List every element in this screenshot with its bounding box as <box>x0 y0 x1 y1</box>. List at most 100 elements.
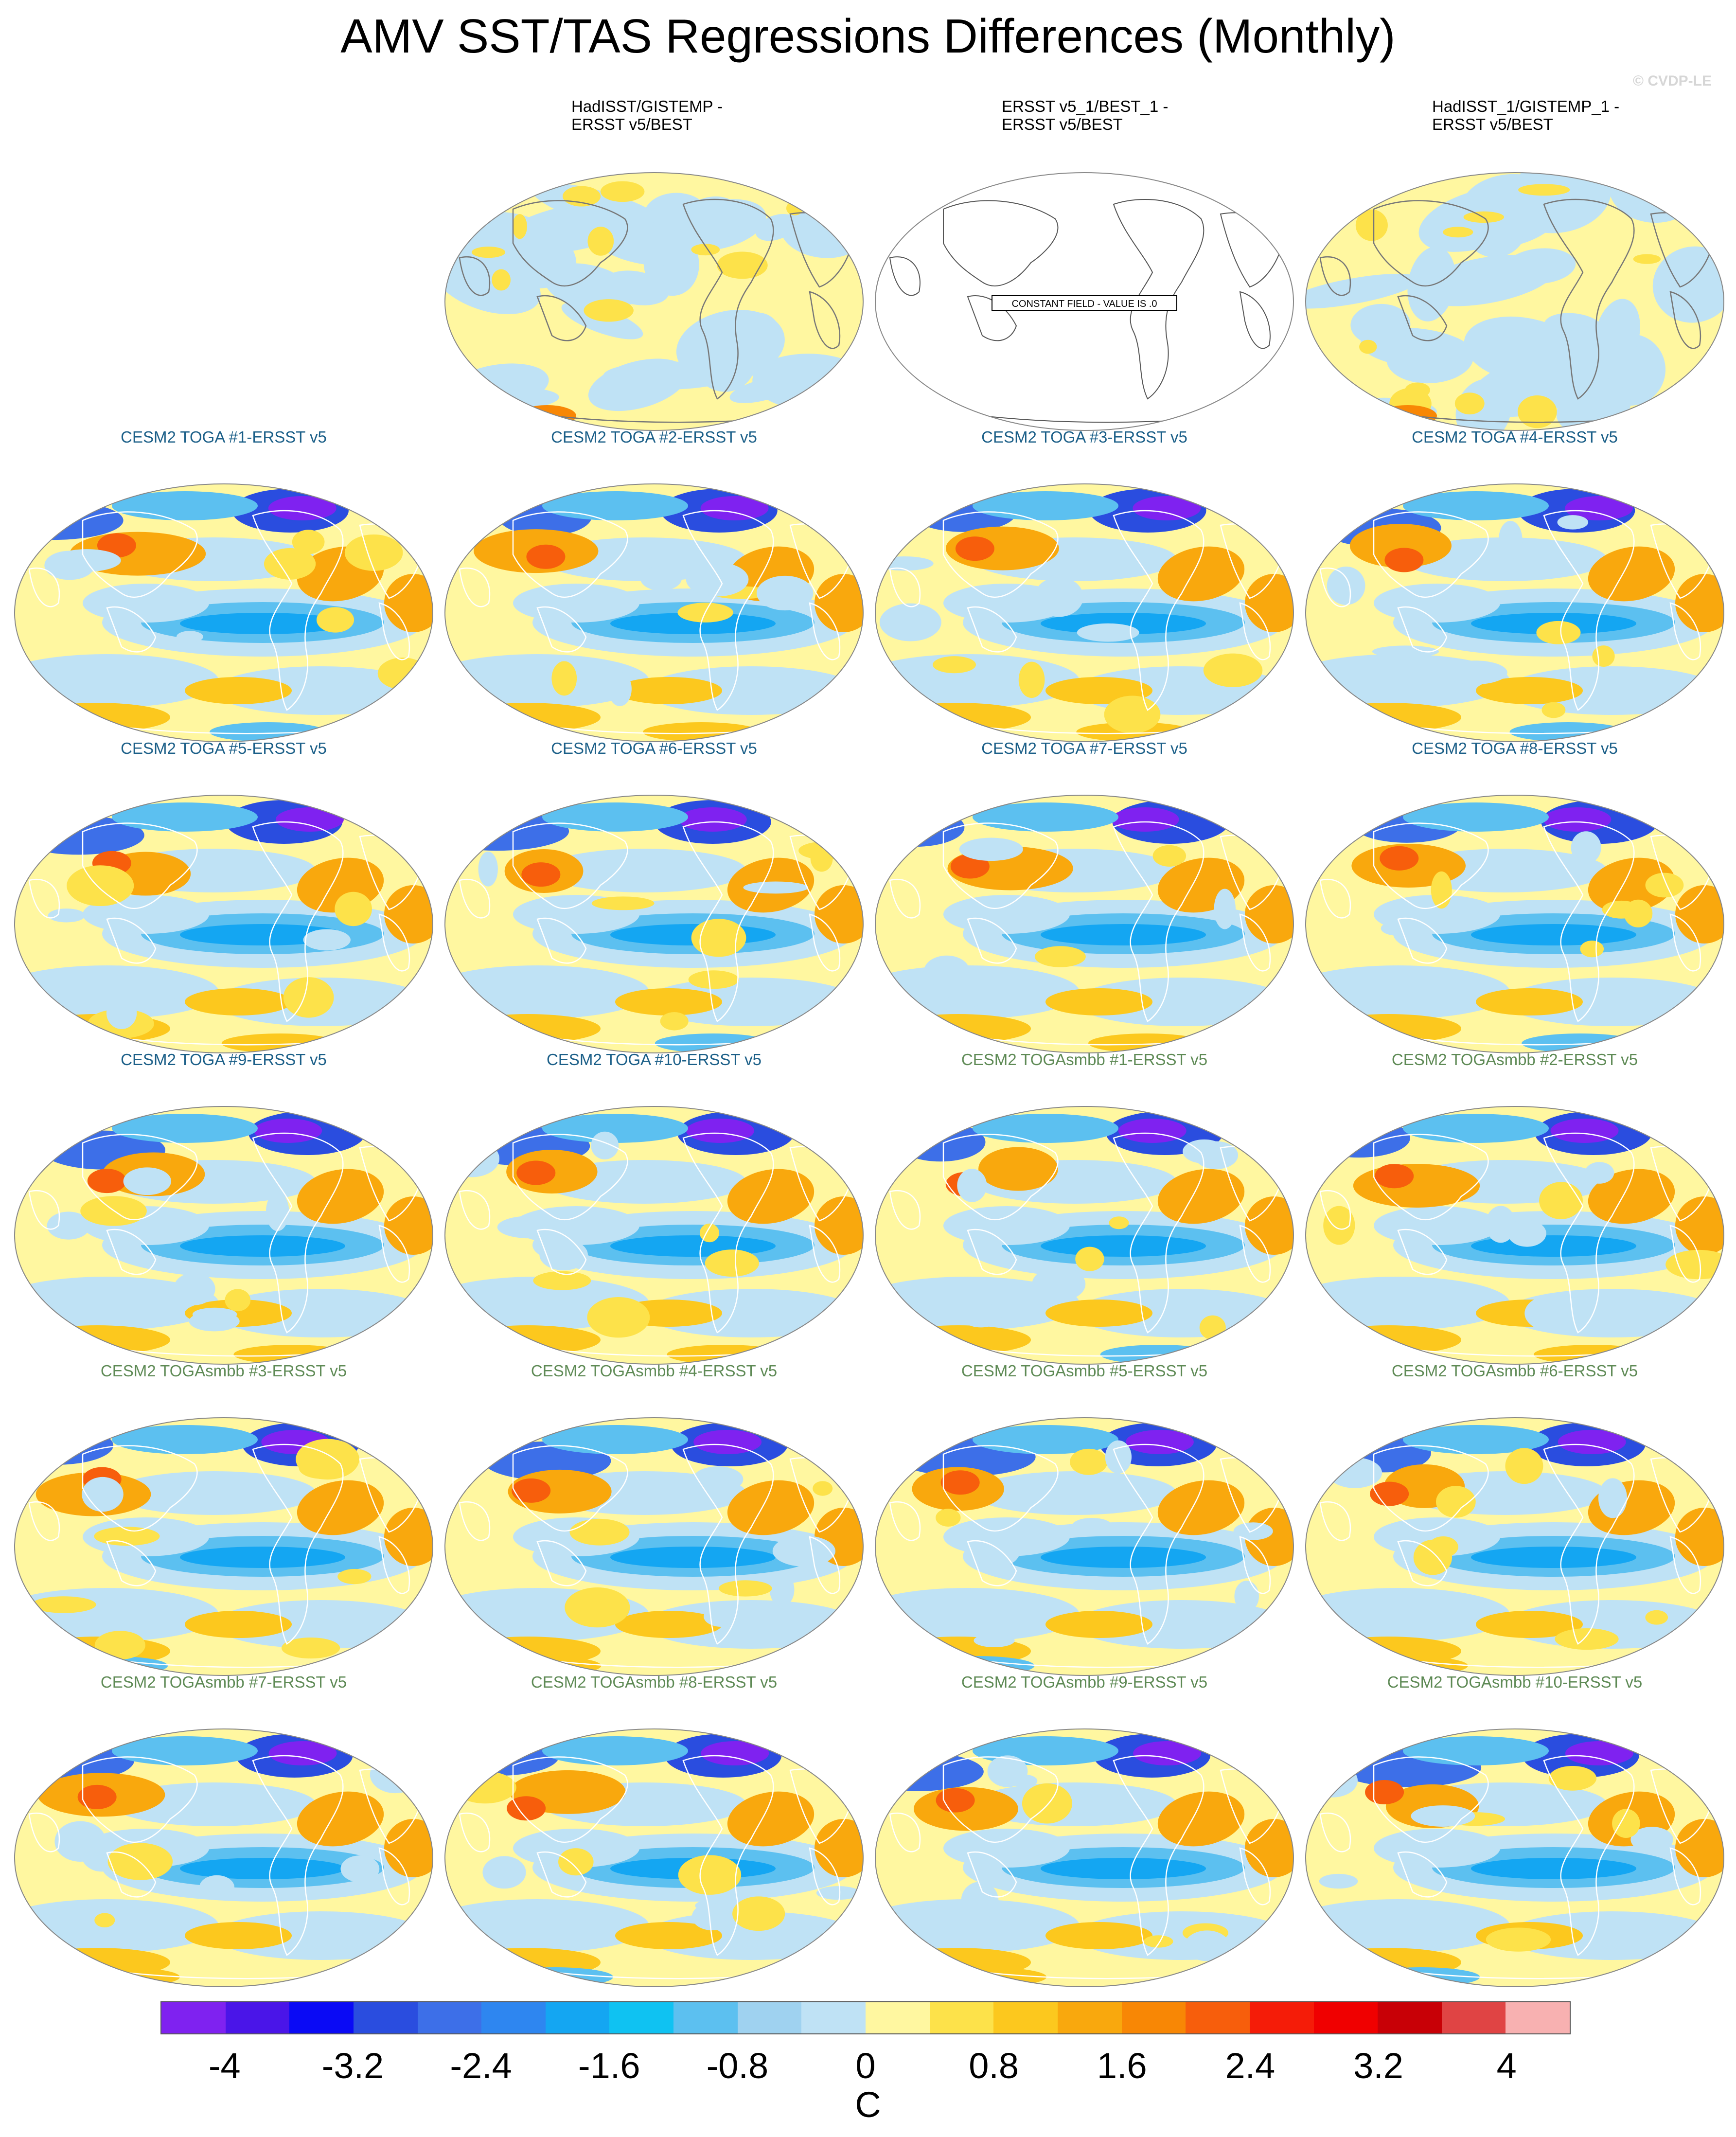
coastline <box>1239 1225 1271 1283</box>
anomaly-patch <box>53 549 121 572</box>
coastline <box>512 1756 628 1843</box>
coastline <box>942 511 1059 598</box>
coastline <box>459 1812 491 1852</box>
coastline <box>889 1190 921 1230</box>
anomaly-patch <box>1315 1014 1461 1043</box>
anomaly-patch <box>615 677 722 704</box>
map-panel: CESM2 TOGA #5-ERSST v5 <box>10 739 438 1053</box>
anomaly-patch <box>180 1858 345 1879</box>
anomaly-patch <box>1152 845 1187 867</box>
coastline <box>1397 1851 1448 1898</box>
coastline <box>106 917 157 964</box>
coastline <box>536 1229 587 1275</box>
anomaly-patch <box>512 214 527 239</box>
anomaly-patch <box>1157 1169 1245 1224</box>
anomaly-patch <box>496 1967 613 1987</box>
anomaly-patch <box>591 896 655 910</box>
anomaly-patch <box>973 802 1118 832</box>
anomaly-patch <box>189 1311 240 1332</box>
anomaly-patch <box>542 849 746 892</box>
coastline <box>1373 822 1489 909</box>
anomaly-patch <box>1075 1247 1104 1271</box>
anomaly-patch <box>973 491 1118 520</box>
anomaly-patch <box>655 1033 772 1053</box>
anomaly-patch <box>1045 988 1152 1015</box>
anomaly-patch <box>1306 273 1420 309</box>
anomaly-patch <box>551 661 577 696</box>
anomaly-patch <box>297 1791 384 1847</box>
coastline <box>1239 1847 1271 1905</box>
anomaly-patch <box>943 895 1070 934</box>
colorbar-swatch <box>1121 2002 1186 2033</box>
map-outline <box>1305 172 1724 431</box>
anomaly-patch <box>1505 1448 1543 1484</box>
anomaly-patch <box>370 1756 421 1794</box>
coastline <box>1543 1443 1635 1645</box>
anomaly-patch <box>1351 1656 1468 1675</box>
anomaly-patch <box>755 214 797 241</box>
colorbar-swatch <box>1249 2002 1314 2033</box>
panel-title: CESM2 TOGA #4-ERSST v5 <box>1412 428 1618 446</box>
anomaly-patch <box>1580 940 1604 958</box>
anomaly-patch <box>718 1580 772 1597</box>
anomaly-patch <box>283 977 334 1018</box>
anomaly-patch <box>932 656 976 674</box>
coastline <box>889 256 921 296</box>
anomaly-patch <box>1041 1235 1206 1257</box>
anomaly-patch <box>743 881 809 894</box>
map-outline <box>875 483 1294 742</box>
map-panel: CESM2 TOGAsmbb #3-ERSST v5 <box>10 1362 438 1676</box>
anomaly-patch <box>815 1196 863 1255</box>
coastline <box>378 602 410 660</box>
colorbar-swatch <box>481 2002 546 2033</box>
coastline <box>1669 1847 1701 1905</box>
colorbar-unit-label: C <box>855 2084 881 2125</box>
anomaly-patch <box>1143 1935 1173 1948</box>
coastline <box>82 1134 198 1221</box>
anomaly-patch <box>1319 1873 1358 1889</box>
anomaly-patch <box>542 802 688 832</box>
anomaly-patch <box>1507 1220 1546 1247</box>
map-plot <box>14 1106 433 1365</box>
anomaly-patch <box>1105 1440 1132 1474</box>
anomaly-patch <box>772 1535 835 1567</box>
anomaly-patch <box>1435 1486 1476 1518</box>
anomaly-patch <box>539 1239 588 1271</box>
anomaly-patch <box>1563 321 1631 380</box>
coastline <box>809 1847 841 1905</box>
coastline <box>809 1225 841 1283</box>
anomaly-patch <box>1184 1930 1230 1961</box>
anomaly-patch <box>478 852 498 887</box>
anomaly-patch <box>1584 1162 1614 1184</box>
anomaly-patch <box>700 496 769 520</box>
anomaly-patch <box>1234 1581 1259 1612</box>
coastline <box>1319 567 1351 607</box>
coastline <box>682 198 774 400</box>
map-outline <box>1305 1728 1724 1987</box>
anomaly-patch <box>691 1903 732 1931</box>
anomaly-patch <box>1118 1119 1187 1143</box>
colorbar-tick-label: -1.6 <box>578 2046 640 2086</box>
anomaly-patch <box>615 988 722 1015</box>
map-panel: CESM2 TOGAsmbb #8-ERSST v5 <box>440 1673 868 1987</box>
anomaly-patch <box>959 837 1023 861</box>
anomaly-patch <box>1045 1611 1152 1638</box>
anomaly-patch <box>221 1033 338 1053</box>
anomaly-patch <box>756 575 814 611</box>
coastline <box>889 1501 921 1541</box>
anomaly-patch <box>492 269 511 291</box>
anomaly-patch <box>67 865 134 907</box>
anomaly-patch <box>1111 807 1179 832</box>
anomaly-patch <box>112 802 258 832</box>
anomaly-patch <box>297 1169 384 1224</box>
coastline <box>967 295 1017 341</box>
coastline <box>1113 510 1205 711</box>
anomaly-patch <box>1558 1430 1626 1454</box>
map-outline <box>444 1417 864 1676</box>
coastline <box>1319 1812 1351 1852</box>
anomaly-patch <box>472 246 506 258</box>
anomaly-patch <box>1041 924 1206 945</box>
anomaly-patch <box>1565 496 1633 520</box>
anomaly-patch <box>1565 1741 1633 1765</box>
anomaly-patch <box>943 1206 1070 1245</box>
